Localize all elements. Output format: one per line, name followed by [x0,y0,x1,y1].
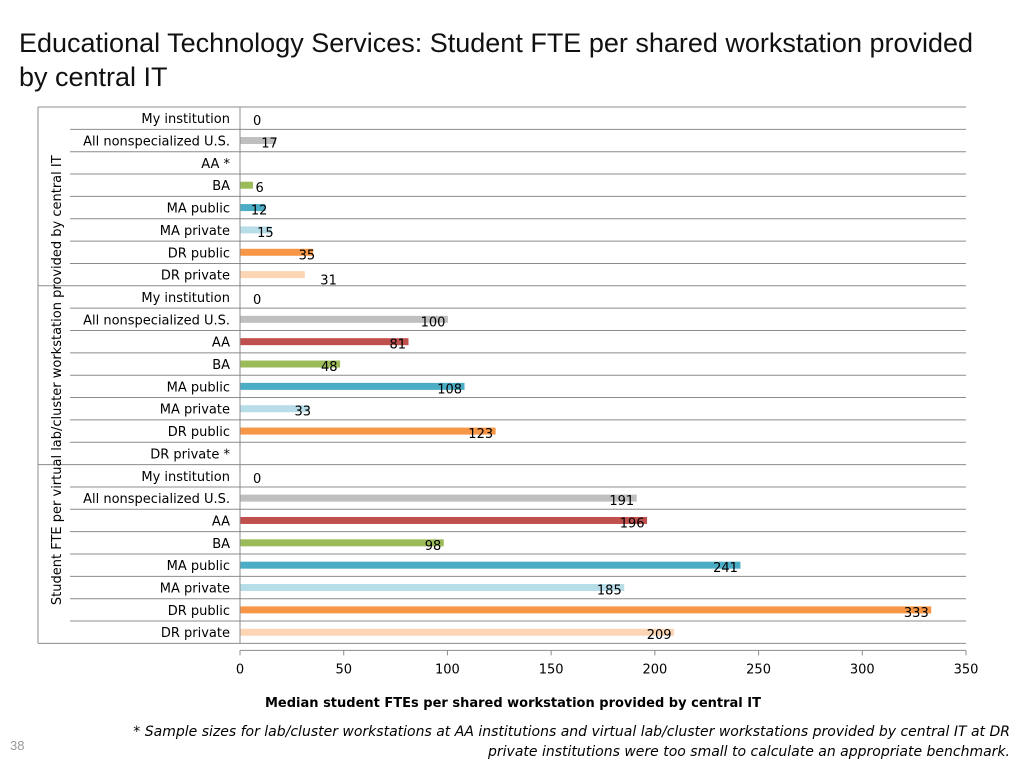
bar-ma-private [240,226,272,234]
category-label-my-institution: My institution [141,291,230,306]
x-tick-label: 300 [850,662,875,677]
bar-aa [240,516,648,524]
bar-chart: My institution 0 All nonspecialized U.S. 17… [37,106,979,711]
data-label-all-nonspecialized-u-s: 191 [609,494,634,509]
bar-dr-public [240,427,496,435]
data-label-ba: 48 [321,360,338,375]
bar-all-nonspecialized-u-s [240,137,276,145]
bar-dr-public [240,248,314,256]
data-label-ma-public: 241 [713,561,738,576]
data-label-aa: 196 [620,516,645,531]
category-label-ma-public: MA public [167,202,230,217]
bar-ma-public [240,382,465,390]
bar-ba [240,360,341,368]
x-axis-title: Median student FTEs per shared workstati… [265,696,761,711]
data-label-my-institution: 0 [253,114,261,129]
category-label-dr-public: DR public [168,246,230,261]
category-label-ma-private: MA private [160,224,230,239]
category-label-aa: AA [212,336,230,351]
category-label-dr-private: DR private * [150,447,230,462]
data-label-dr-private: 209 [647,628,672,643]
data-label-my-institution: 0 [253,472,261,487]
x-tick-label: 350 [954,662,979,677]
category-label-ba: BA [212,358,230,373]
x-tick-label: 250 [746,662,771,677]
x-tick-label: 150 [539,662,564,677]
data-label-dr-public: 35 [299,248,316,263]
data-label-all-nonspecialized-u-s: 100 [421,315,446,330]
category-label-ma-public: MA public [167,559,230,574]
data-label-ba: 6 [255,181,263,196]
data-label-ma-private: 185 [597,584,622,599]
category-label-ma-private: MA private [160,403,230,418]
y-axis-title: Student FTE per virtual lab/cluster work… [50,155,65,605]
footnote: * Sample sizes for lab/cluster workstati… [133,724,1010,760]
category-label-my-institution: My institution [141,112,230,127]
bar-dr-public [240,606,932,614]
bar-ma-private [240,584,625,592]
category-label-aa: AA * [201,157,230,172]
bar-ma-private [240,405,309,413]
bar-aa [240,338,409,346]
category-label-ma-public: MA public [167,380,230,395]
bar-dr-private [240,271,305,279]
x-tick-label: 200 [642,662,667,677]
bar-ma-public [240,204,266,212]
bar-dr-private [240,628,675,636]
data-label-ma-public: 108 [437,382,462,397]
category-label-all-nonspecialized-u-s: All nonspecialized U.S. [83,492,230,507]
bar-ba [240,539,444,547]
data-label-ma-private: 33 [294,405,311,420]
category-label-ba: BA [212,179,230,194]
x-tick-label: 0 [236,662,244,677]
data-label-dr-private: 31 [320,274,337,289]
slide-title: Educational Technology Services: Student… [19,28,974,92]
data-label-dr-public: 123 [468,427,493,442]
data-label-ba: 98 [425,539,442,554]
category-label-aa: AA [212,514,230,529]
category-label-my-institution: My institution [141,470,230,485]
category-label-dr-private: DR private [161,269,230,284]
data-label-aa: 81 [389,338,406,353]
page-number: 38 [10,738,25,753]
data-label-all-nonspecialized-u-s: 17 [261,137,278,152]
category-label-ba: BA [212,537,230,552]
category-label-all-nonspecialized-u-s: All nonspecialized U.S. [83,313,230,328]
data-label-ma-public: 12 [251,204,268,219]
data-label-my-institution: 0 [253,293,261,308]
bar-ba [240,181,253,189]
bar-ma-public [240,561,741,569]
category-label-dr-public: DR public [168,425,230,440]
category-label-all-nonspecialized-u-s: All nonspecialized U.S. [83,135,230,150]
data-label-dr-public: 333 [904,606,929,621]
x-tick-label: 50 [335,662,352,677]
category-label-dr-public: DR public [168,604,230,619]
category-label-ma-private: MA private [160,582,230,597]
bar-all-nonspecialized-u-s [240,315,448,323]
bar-all-nonspecialized-u-s [240,494,637,502]
data-label-ma-private: 15 [257,226,274,241]
category-label-dr-private: DR private [161,626,230,641]
x-tick-label: 100 [435,662,460,677]
